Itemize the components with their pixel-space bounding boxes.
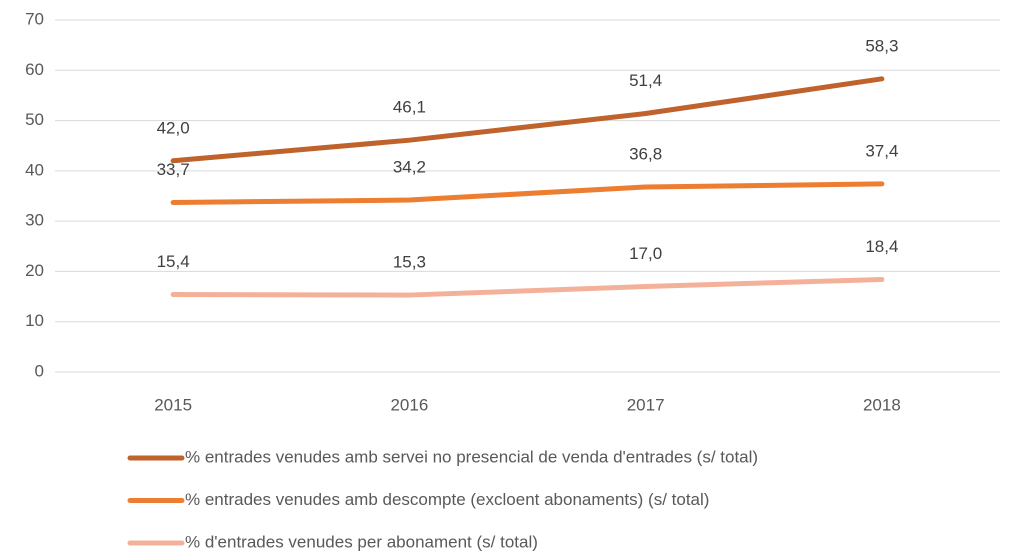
data-label: 36,8 xyxy=(629,144,662,163)
series-line xyxy=(170,276,885,298)
data-label: 15,3 xyxy=(393,253,426,272)
data-label: 37,4 xyxy=(865,141,898,160)
x-tick-label: 2018 xyxy=(863,395,901,414)
data-label: 51,4 xyxy=(629,71,662,90)
y-tick-label: 0 xyxy=(35,361,44,380)
x-tick-label: 2015 xyxy=(154,395,192,414)
y-tick-label: 20 xyxy=(25,261,44,280)
y-tick-label: 50 xyxy=(25,110,44,129)
legend-label: % d'entrades venudes per abonament (s/ t… xyxy=(185,532,538,551)
series-line xyxy=(170,181,885,206)
y-tick-label: 30 xyxy=(25,211,44,230)
series-line xyxy=(170,76,885,164)
legend-label: % entrades venudes amb descompte (excloe… xyxy=(185,490,709,509)
y-tick-label: 10 xyxy=(25,311,44,330)
data-label: 46,1 xyxy=(393,98,426,117)
data-label: 34,2 xyxy=(393,158,426,177)
data-label: 58,3 xyxy=(865,36,898,55)
data-label: 18,4 xyxy=(865,237,898,256)
y-tick-label: 40 xyxy=(25,160,44,179)
y-tick-label: 60 xyxy=(25,60,44,79)
x-tick-label: 2016 xyxy=(390,395,428,414)
y-tick-label: 70 xyxy=(25,9,44,28)
data-label: 33,7 xyxy=(157,160,190,179)
data-label: 17,0 xyxy=(629,244,662,263)
legend-label: % entrades venudes amb servei no presenc… xyxy=(185,447,758,466)
data-label: 15,4 xyxy=(157,252,190,271)
x-tick-label: 2017 xyxy=(627,395,665,414)
data-label: 42,0 xyxy=(157,118,190,137)
